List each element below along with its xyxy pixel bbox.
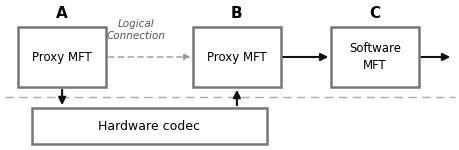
Text: Hardware codec: Hardware codec (98, 120, 200, 132)
Text: A: A (56, 6, 68, 21)
Text: Logical
Connection: Logical Connection (106, 19, 165, 41)
Bar (32, 108, 266, 144)
Text: C: C (369, 6, 380, 21)
Bar (330, 27, 418, 87)
Text: Proxy MFT: Proxy MFT (207, 51, 266, 63)
Text: Software
MFT: Software MFT (348, 42, 400, 72)
Bar (18, 27, 106, 87)
Text: B: B (230, 6, 242, 21)
Bar (193, 27, 280, 87)
Text: Proxy MFT: Proxy MFT (32, 51, 92, 63)
